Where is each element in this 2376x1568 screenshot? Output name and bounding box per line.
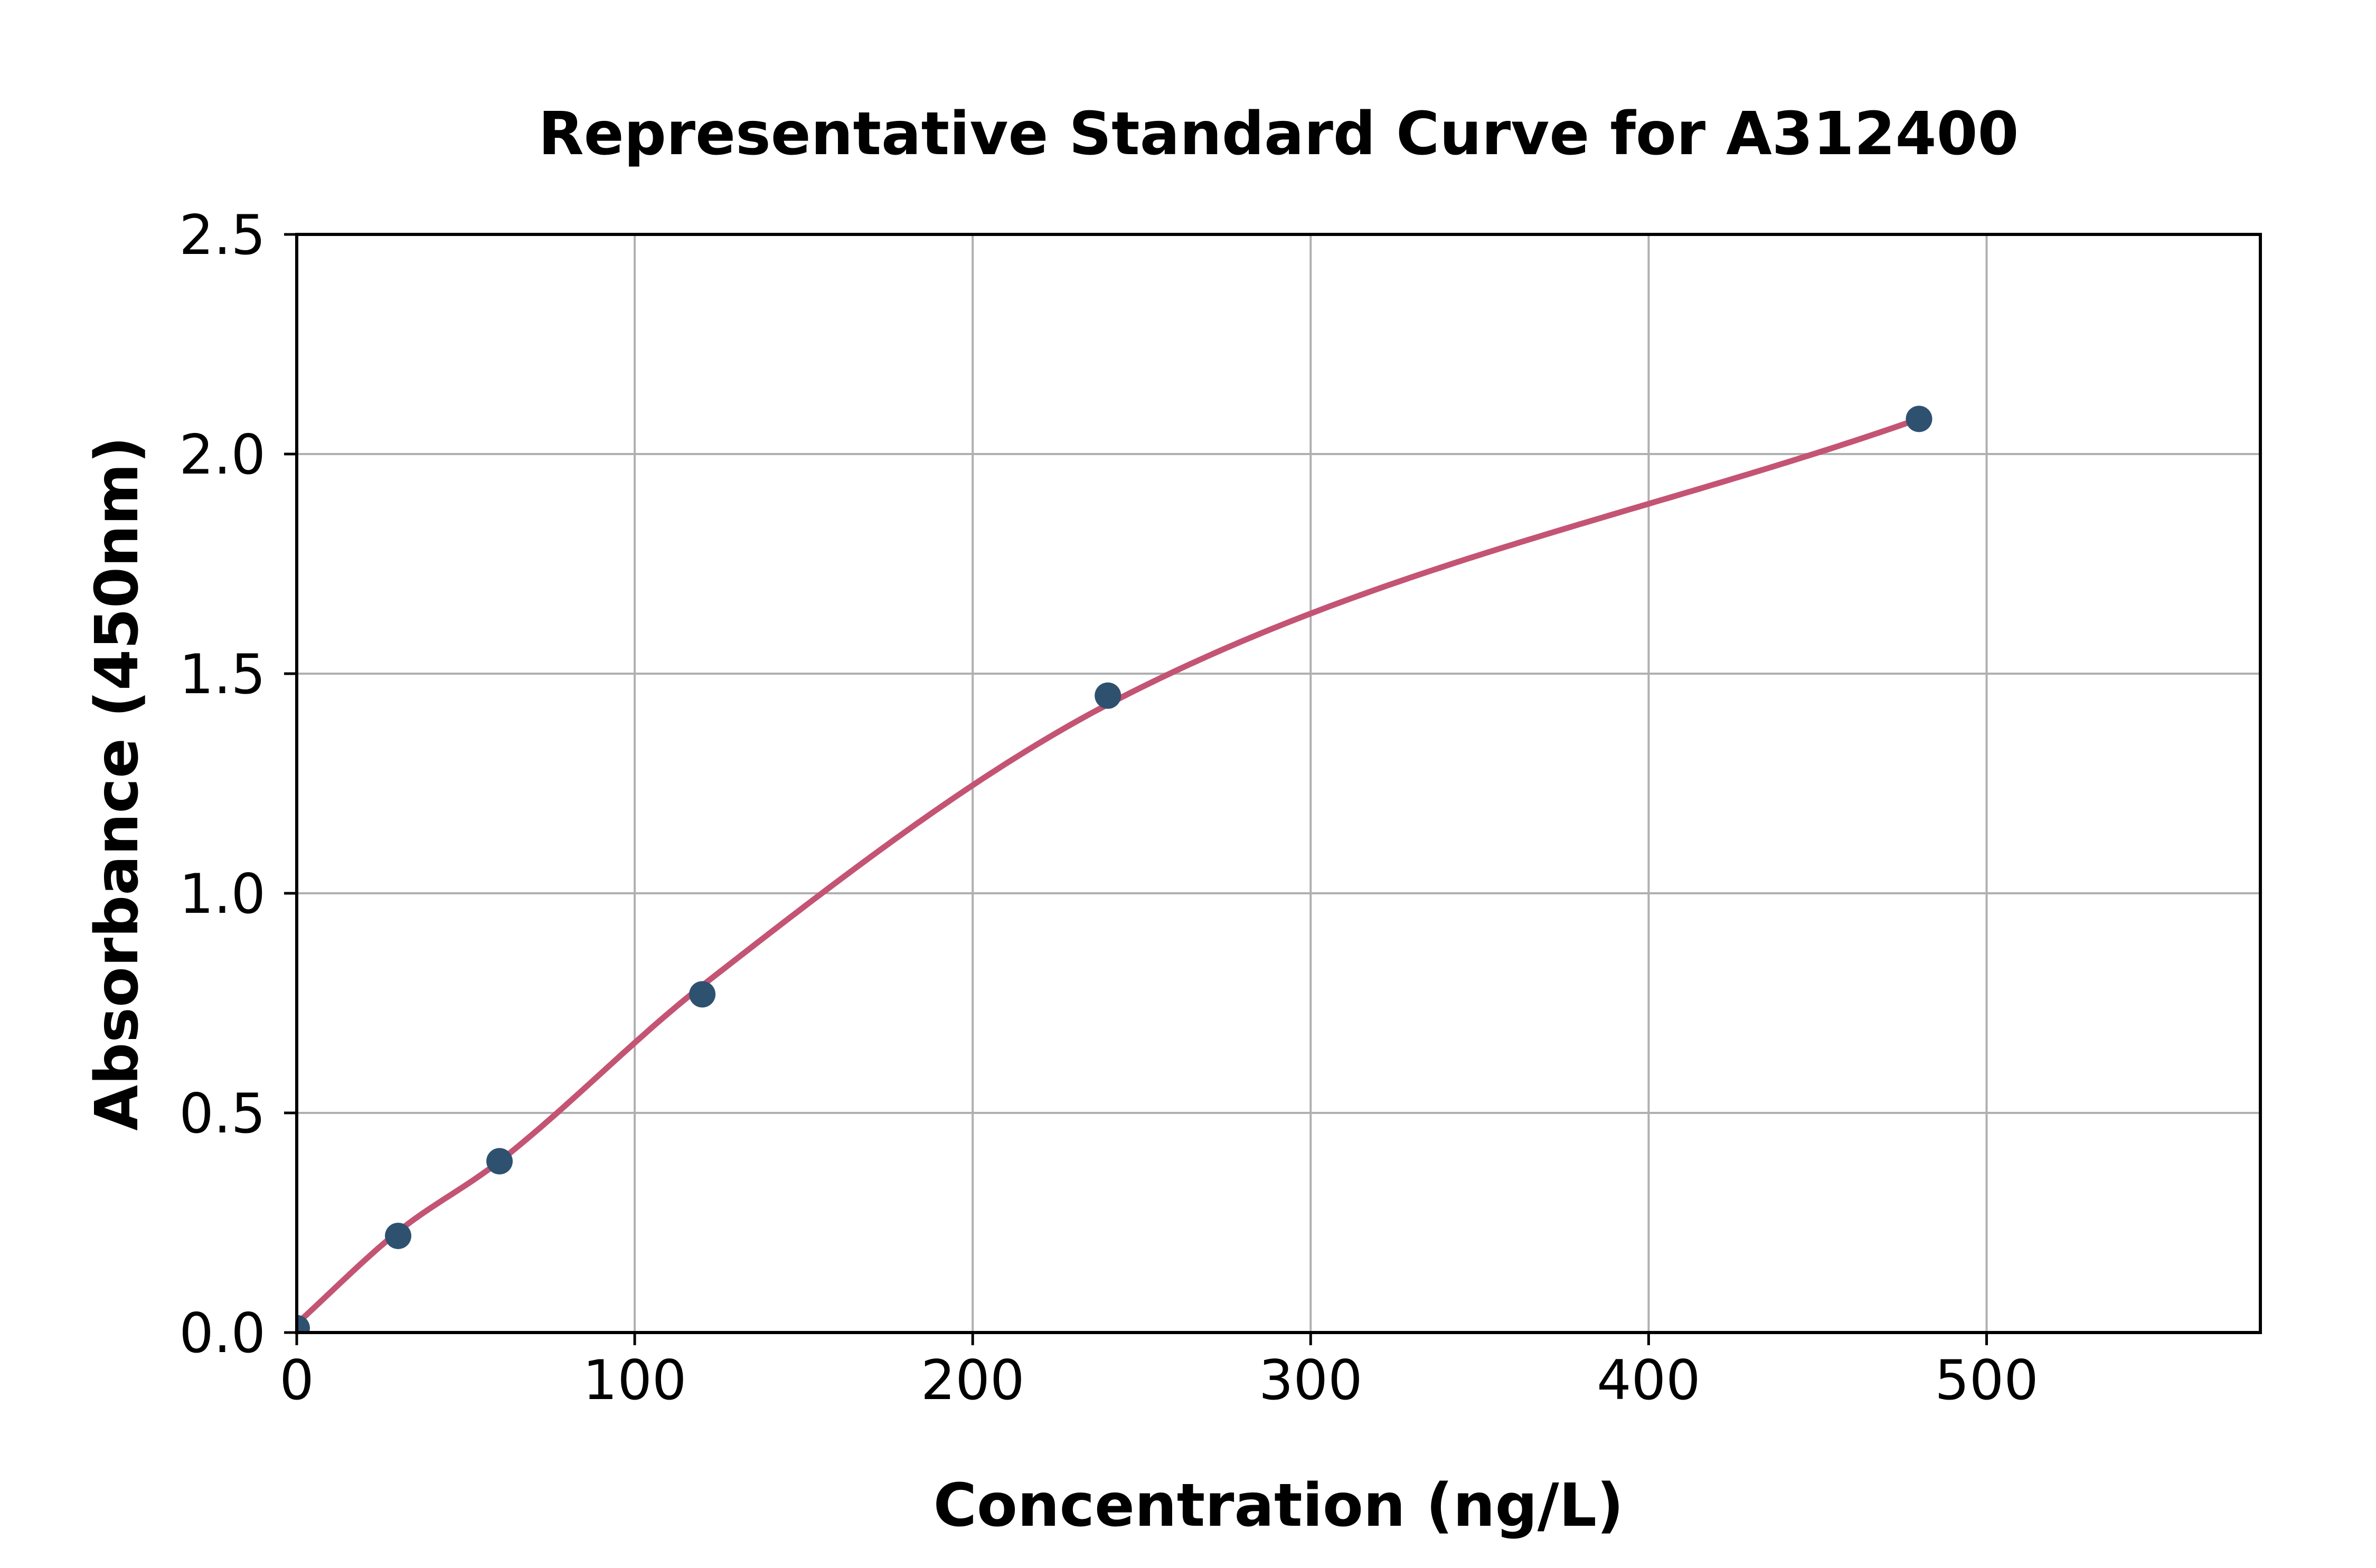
y-axis-label: Absorbance (450nm) xyxy=(83,436,152,1130)
x-tick-label: 0 xyxy=(279,1349,314,1412)
data-point xyxy=(1095,682,1121,709)
y-tick-label: 1.5 xyxy=(179,643,266,706)
gridline-layer xyxy=(297,234,2260,1333)
x-tick-label: 300 xyxy=(1259,1349,1363,1412)
x-axis-label: Concentration (ng/L) xyxy=(934,1471,1624,1540)
x-tick-label: 400 xyxy=(1597,1349,1701,1412)
plot-border xyxy=(295,233,2262,1334)
data-point xyxy=(385,1222,412,1249)
x-tick-label: 500 xyxy=(1935,1349,2039,1412)
data-point xyxy=(486,1148,513,1175)
y-tick-label: 0.5 xyxy=(179,1082,266,1146)
y-tick-label: 2.5 xyxy=(179,204,266,267)
data-point xyxy=(297,1315,310,1333)
y-tick-label: 1.0 xyxy=(179,863,266,926)
data-layer xyxy=(297,405,1932,1333)
tick-label-layer: 0 100 200 300 400 500 0.0 0.5 1.0 1.5 2.0 2.5 xyxy=(179,204,2039,1412)
fit-curve xyxy=(297,415,1922,1327)
data-point xyxy=(1906,405,1932,432)
y-tick-label: 0.0 xyxy=(179,1302,266,1365)
data-point xyxy=(689,981,716,1008)
axis-layer xyxy=(284,233,2262,1345)
x-tick-label: 100 xyxy=(583,1349,687,1412)
y-tick-label: 2.0 xyxy=(179,423,266,487)
chart-title: Representative Standard Curve for A31240… xyxy=(539,100,2019,168)
x-tick-label: 200 xyxy=(921,1349,1025,1412)
